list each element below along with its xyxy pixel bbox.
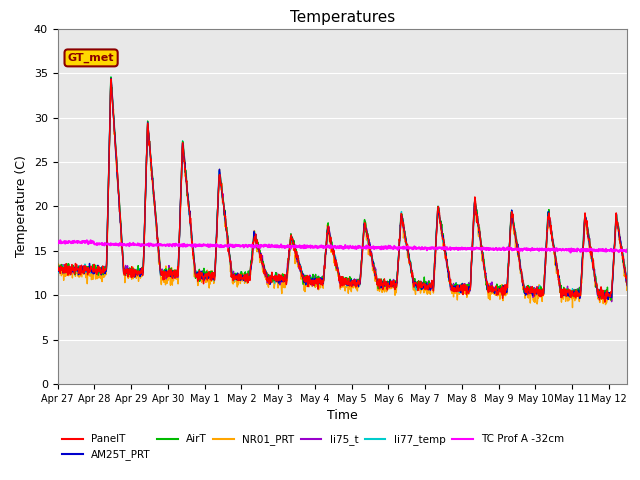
li77_temp	[378, 282, 386, 288]
PanelT	[98, 268, 106, 274]
NR01_PRT	[54, 264, 61, 270]
PanelT	[108, 76, 115, 82]
li77_temp	[318, 276, 326, 282]
li75_t	[623, 283, 631, 288]
NR01_PRT	[98, 268, 106, 274]
NR01_PRT	[308, 281, 316, 287]
li75_t	[122, 268, 129, 274]
AM25T_PRT	[308, 279, 316, 285]
li75_t	[308, 275, 316, 280]
PanelT	[601, 299, 609, 305]
AirT	[623, 282, 631, 288]
li77_temp	[623, 281, 631, 287]
li77_temp	[607, 295, 615, 301]
PanelT	[54, 261, 61, 267]
PanelT	[378, 280, 386, 286]
TC Prof A -32cm	[98, 242, 106, 248]
AirT	[607, 297, 614, 303]
X-axis label: Time: Time	[327, 409, 358, 422]
AM25T_PRT	[318, 278, 326, 284]
TC Prof A -32cm	[122, 242, 129, 248]
TC Prof A -32cm	[623, 247, 631, 252]
li75_t	[318, 281, 326, 287]
TC Prof A -32cm	[54, 239, 61, 245]
PanelT	[122, 273, 129, 278]
TC Prof A -32cm	[296, 242, 303, 248]
AirT	[318, 279, 326, 285]
TC Prof A -32cm	[308, 244, 316, 250]
AM25T_PRT	[296, 261, 303, 267]
Line: TC Prof A -32cm: TC Prof A -32cm	[58, 240, 627, 252]
NR01_PRT	[122, 264, 129, 270]
NR01_PRT	[569, 305, 577, 311]
li75_t	[54, 267, 61, 273]
AirT	[107, 74, 115, 80]
Legend: PanelT, AM25T_PRT, AirT, NR01_PRT, li75_t, li77_temp, TC Prof A -32cm: PanelT, AM25T_PRT, AirT, NR01_PRT, li75_…	[58, 430, 568, 465]
TC Prof A -32cm	[378, 245, 386, 251]
li77_temp	[296, 261, 303, 267]
li75_t	[608, 299, 616, 304]
AirT	[308, 277, 316, 283]
Line: li75_t: li75_t	[58, 79, 627, 301]
AM25T_PRT	[98, 269, 106, 275]
AirT	[378, 278, 386, 284]
PanelT	[296, 267, 303, 273]
Line: PanelT: PanelT	[58, 79, 627, 302]
li75_t	[378, 279, 386, 285]
TC Prof A -32cm	[56, 238, 64, 243]
Text: GT_met: GT_met	[68, 53, 115, 63]
AM25T_PRT	[604, 297, 612, 302]
Title: Temperatures: Temperatures	[290, 10, 395, 25]
AirT	[54, 261, 61, 266]
li77_temp	[108, 74, 115, 80]
PanelT	[318, 281, 326, 287]
li77_temp	[54, 266, 61, 272]
li77_temp	[308, 278, 316, 284]
li75_t	[296, 262, 303, 267]
AirT	[296, 263, 303, 268]
li77_temp	[98, 267, 106, 273]
AirT	[98, 269, 106, 275]
NR01_PRT	[107, 80, 115, 86]
li75_t	[108, 76, 115, 82]
AM25T_PRT	[108, 76, 115, 82]
PanelT	[308, 280, 316, 286]
TC Prof A -32cm	[567, 250, 575, 255]
AM25T_PRT	[378, 279, 386, 285]
Line: NR01_PRT: NR01_PRT	[58, 83, 627, 308]
PanelT	[623, 282, 631, 288]
AM25T_PRT	[623, 281, 631, 287]
Y-axis label: Temperature (C): Temperature (C)	[15, 156, 28, 257]
NR01_PRT	[318, 278, 326, 284]
NR01_PRT	[623, 278, 631, 284]
Line: li77_temp: li77_temp	[58, 77, 627, 298]
NR01_PRT	[296, 266, 303, 272]
TC Prof A -32cm	[318, 243, 326, 249]
AirT	[122, 269, 129, 275]
NR01_PRT	[378, 289, 386, 295]
AM25T_PRT	[122, 269, 129, 275]
li77_temp	[122, 271, 129, 276]
Line: AirT: AirT	[58, 77, 627, 300]
li75_t	[98, 268, 106, 274]
AM25T_PRT	[54, 265, 61, 271]
Line: AM25T_PRT: AM25T_PRT	[58, 79, 627, 300]
